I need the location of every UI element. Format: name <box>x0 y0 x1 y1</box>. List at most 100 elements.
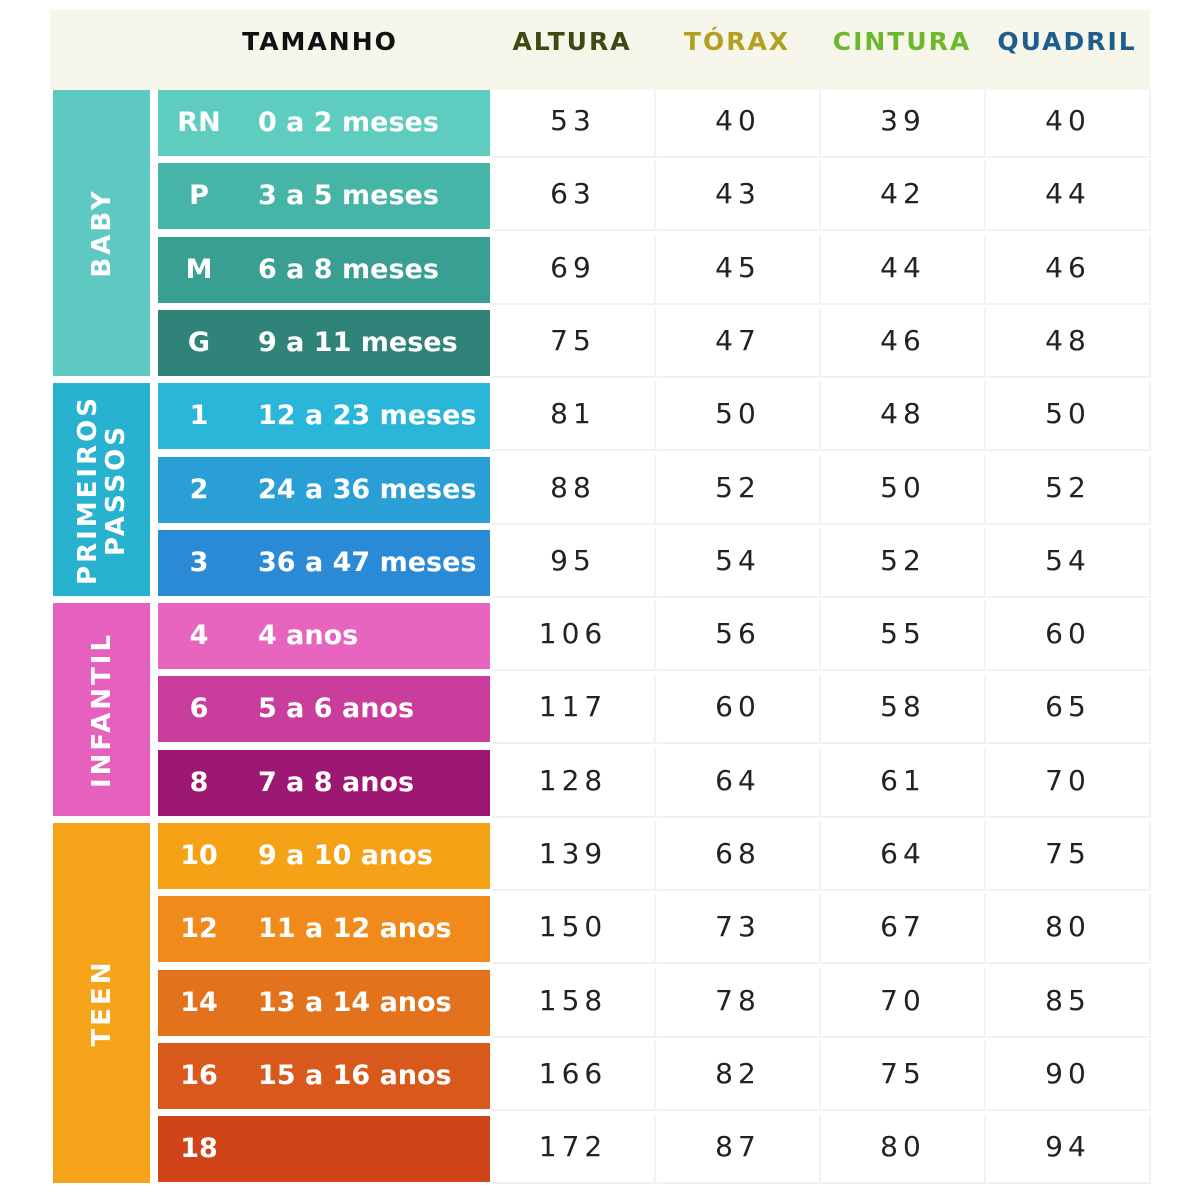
measure-cell-altura: 69 <box>492 234 656 305</box>
header-tórax: TÓRAX <box>683 27 791 56</box>
size-code: 4 <box>189 620 209 652</box>
measure-cell-tórax: 64 <box>657 747 821 818</box>
group-label: PRIMEIROS PASSOS <box>53 383 150 597</box>
size-cell: G 9 a 11 meses <box>158 309 490 376</box>
size-code: P <box>189 180 209 212</box>
measure-cell-tórax: 82 <box>657 1040 821 1111</box>
size-code: 2 <box>189 473 209 505</box>
measure-cell-tórax: 40 <box>657 88 821 158</box>
measure-cell-tórax: 60 <box>657 674 821 745</box>
size-age: 0 a 2 meses <box>258 107 439 138</box>
header-quadril: QUADRIL <box>997 27 1137 56</box>
measure-cell-tórax: 52 <box>657 454 821 525</box>
size-age: 12 a 23 meses <box>258 400 477 432</box>
measure-cell-cintura: 55 <box>822 601 986 672</box>
measure-cell-altura: 53 <box>492 88 656 158</box>
measure-cell-cintura: 52 <box>822 527 986 598</box>
measure-cell-tórax: 47 <box>657 307 821 378</box>
measure-cell-quadril: 94 <box>987 1114 1151 1185</box>
measure-cell-cintura: 50 <box>822 454 986 525</box>
size-cell: 12 11 a 12 anos <box>158 896 490 963</box>
measure-cell-quadril: 75 <box>987 821 1151 891</box>
measure-cell-quadril: 80 <box>987 894 1151 965</box>
measure-cell-quadril: 50 <box>987 381 1151 452</box>
size-code: M <box>185 253 213 285</box>
measure-cell-altura: 95 <box>492 527 656 598</box>
size-cell: M 6 a 8 meses <box>158 236 490 303</box>
size-age: 24 a 36 meses <box>258 473 477 505</box>
size-cell: 8 7 a 8 anos <box>158 749 490 816</box>
measure-cell-tórax: 56 <box>657 601 821 672</box>
measure-cell-quadril: 46 <box>987 234 1151 305</box>
size-code: 3 <box>189 546 209 578</box>
size-age: 7 a 8 anos <box>258 766 415 798</box>
size-age: 9 a 11 meses <box>258 326 458 358</box>
measure-cell-tórax: 50 <box>657 381 821 452</box>
size-cell: 2 24 a 36 meses <box>158 456 490 523</box>
size-cell: 18 <box>158 1116 490 1183</box>
measure-cell-cintura: 44 <box>822 234 986 305</box>
measure-cell-cintura: 70 <box>822 967 986 1038</box>
measure-cell-altura: 81 <box>492 381 656 452</box>
table-header: TAMANHO ALTURA TÓRAX CINTURA QUADRIL <box>50 10 1150 90</box>
group-label: INFANTIL <box>53 603 150 816</box>
measure-cell-altura: 75 <box>492 307 656 378</box>
measure-cell-tórax: 54 <box>657 527 821 598</box>
size-cell: 14 13 a 14 anos <box>158 969 490 1036</box>
size-age: 36 a 47 meses <box>258 546 477 578</box>
size-cell: 3 36 a 47 meses <box>158 529 490 596</box>
measure-cell-quadril: 70 <box>987 747 1151 818</box>
measure-cell-tórax: 45 <box>657 234 821 305</box>
size-age: 3 a 5 meses <box>258 180 439 212</box>
measure-cell-tórax: 68 <box>657 821 821 891</box>
measure-cell-cintura: 64 <box>822 821 986 891</box>
size-code: 6 <box>189 693 209 725</box>
measure-cell-quadril: 90 <box>987 1040 1151 1111</box>
group-label-text: PRIMEIROS PASSOS <box>72 394 131 585</box>
group-label-text: BABY <box>86 188 117 278</box>
group-label: TEEN <box>53 823 150 1183</box>
measure-cell-quadril: 85 <box>987 967 1151 1038</box>
size-cell: 6 5 a 6 anos <box>158 676 490 743</box>
size-code: 14 <box>180 986 218 1018</box>
size-age: 13 a 14 anos <box>258 986 452 1018</box>
size-cell: 10 9 a 10 anos <box>158 823 490 889</box>
measure-cell-cintura: 61 <box>822 747 986 818</box>
size-cell: RN 0 a 2 meses <box>158 90 490 156</box>
size-code: 12 <box>180 913 218 945</box>
size-code: 8 <box>189 766 209 798</box>
measure-cell-quadril: 65 <box>987 674 1151 745</box>
measure-cell-altura: 139 <box>492 821 656 891</box>
size-code: G <box>187 326 211 358</box>
measure-cell-cintura: 48 <box>822 381 986 452</box>
measure-cell-tórax: 78 <box>657 967 821 1038</box>
measure-cell-quadril: 48 <box>987 307 1151 378</box>
size-age: 6 a 8 meses <box>258 253 439 285</box>
measure-cell-altura: 63 <box>492 161 656 232</box>
group-label-text: TEEN <box>86 959 117 1047</box>
measure-cell-quadril: 40 <box>987 88 1151 158</box>
measure-cell-altura: 172 <box>492 1114 656 1185</box>
measure-cell-cintura: 42 <box>822 161 986 232</box>
header-cintura: CINTURA <box>832 27 972 56</box>
measure-cell-altura: 128 <box>492 747 656 818</box>
size-age: 15 a 16 anos <box>258 1059 452 1091</box>
size-code: 16 <box>180 1059 218 1091</box>
measure-cell-tórax: 73 <box>657 894 821 965</box>
measure-cell-altura: 166 <box>492 1040 656 1111</box>
header-tamanho: TAMANHO <box>242 27 398 56</box>
measure-cell-quadril: 44 <box>987 161 1151 232</box>
size-cell: 4 4 anos <box>158 603 490 670</box>
measure-cell-cintura: 80 <box>822 1114 986 1185</box>
size-cell: 1 12 a 23 meses <box>158 383 490 450</box>
measure-cell-tórax: 43 <box>657 161 821 232</box>
measure-cell-quadril: 60 <box>987 601 1151 672</box>
measure-cell-quadril: 54 <box>987 527 1151 598</box>
size-age: 5 a 6 anos <box>258 693 415 725</box>
size-age: 9 a 10 anos <box>258 840 433 871</box>
measure-cell-altura: 158 <box>492 967 656 1038</box>
size-age: 4 anos <box>258 620 359 652</box>
measure-cell-cintura: 39 <box>822 88 986 158</box>
measure-cell-quadril: 52 <box>987 454 1151 525</box>
measure-cell-altura: 106 <box>492 601 656 672</box>
